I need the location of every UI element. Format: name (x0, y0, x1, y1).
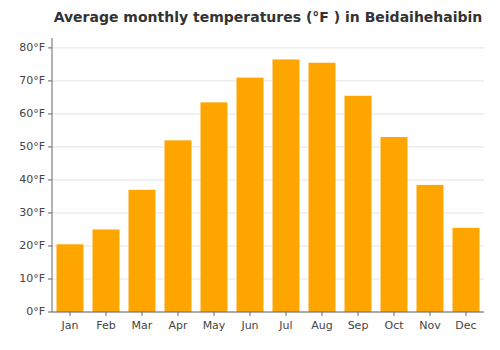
x-tick (358, 312, 359, 316)
y-tick-label: 40°F (19, 173, 45, 186)
x-tick-label: May (203, 319, 226, 332)
x-tick (466, 312, 467, 316)
x-tick (214, 312, 215, 316)
y-tick-label: 80°F (19, 41, 45, 54)
bar (129, 190, 156, 312)
y-tick-label: 50°F (19, 140, 45, 153)
x-tick-label: Jan (61, 319, 79, 332)
x-tick-label: Sep (348, 319, 369, 332)
grid-line (52, 47, 484, 48)
y-tick (48, 312, 52, 313)
grid-line (52, 113, 484, 114)
bar (201, 102, 228, 312)
grid-line (52, 146, 484, 147)
x-tick-label: Dec (455, 319, 476, 332)
y-tick (48, 212, 52, 213)
y-tick-label: 60°F (19, 107, 45, 120)
bar (345, 96, 372, 312)
y-tick-label: 30°F (19, 206, 45, 219)
x-tick-label: Nov (419, 319, 441, 332)
grid-line (52, 179, 484, 180)
chart-title: Average monthly temperatures (°F ) in Be… (54, 9, 483, 25)
bar (93, 229, 120, 312)
grid-line (52, 80, 484, 81)
x-tick-label: Oct (384, 319, 404, 332)
x-tick (106, 312, 107, 316)
x-tick (430, 312, 431, 316)
y-tick (48, 278, 52, 279)
bar (417, 185, 444, 312)
x-tick (142, 312, 143, 316)
x-tick-label: Jul (278, 319, 292, 332)
bar (165, 140, 192, 312)
bar (453, 228, 480, 312)
y-tick (48, 80, 52, 81)
y-tick (48, 245, 52, 246)
bar (237, 78, 264, 312)
chart-svg: Average monthly temperatures (°F ) in Be… (0, 0, 500, 350)
grid-line (52, 312, 484, 313)
x-tick-label: Jun (240, 319, 258, 332)
x-tick (250, 312, 251, 316)
x-tick (286, 312, 287, 316)
x-tick-label: Mar (132, 319, 153, 332)
x-tick (178, 312, 179, 316)
y-tick (48, 179, 52, 180)
y-tick (48, 47, 52, 48)
bar (381, 137, 408, 312)
bar (309, 63, 336, 312)
x-tick (322, 312, 323, 316)
x-axis-line (52, 312, 484, 313)
y-tick-label: 0°F (26, 305, 45, 318)
x-tick (394, 312, 395, 316)
y-tick (48, 113, 52, 114)
x-tick (70, 312, 71, 316)
x-axis: Jan Feb Mar Apr May Jun Jul Aug Sep Oct Nov Dec (52, 312, 484, 332)
bars (57, 59, 480, 312)
y-tick-label: 70°F (19, 74, 45, 87)
bar (57, 244, 84, 312)
x-tick-label: Feb (96, 319, 115, 332)
y-axis: 0°F 10°F 20°F 30°F 40°F 50°F 60°F 70°F 80°F (19, 38, 52, 318)
y-tick-label: 10°F (19, 272, 45, 285)
y-grid (52, 48, 484, 312)
y-tick (48, 146, 52, 147)
y-tick-label: 20°F (19, 239, 45, 252)
y-axis-line (52, 38, 53, 312)
bar (273, 59, 300, 312)
chart-container: Average monthly temperatures (°F ) in Be… (0, 0, 500, 350)
x-tick-label: Aug (311, 319, 332, 332)
x-tick-label: Apr (168, 319, 188, 332)
